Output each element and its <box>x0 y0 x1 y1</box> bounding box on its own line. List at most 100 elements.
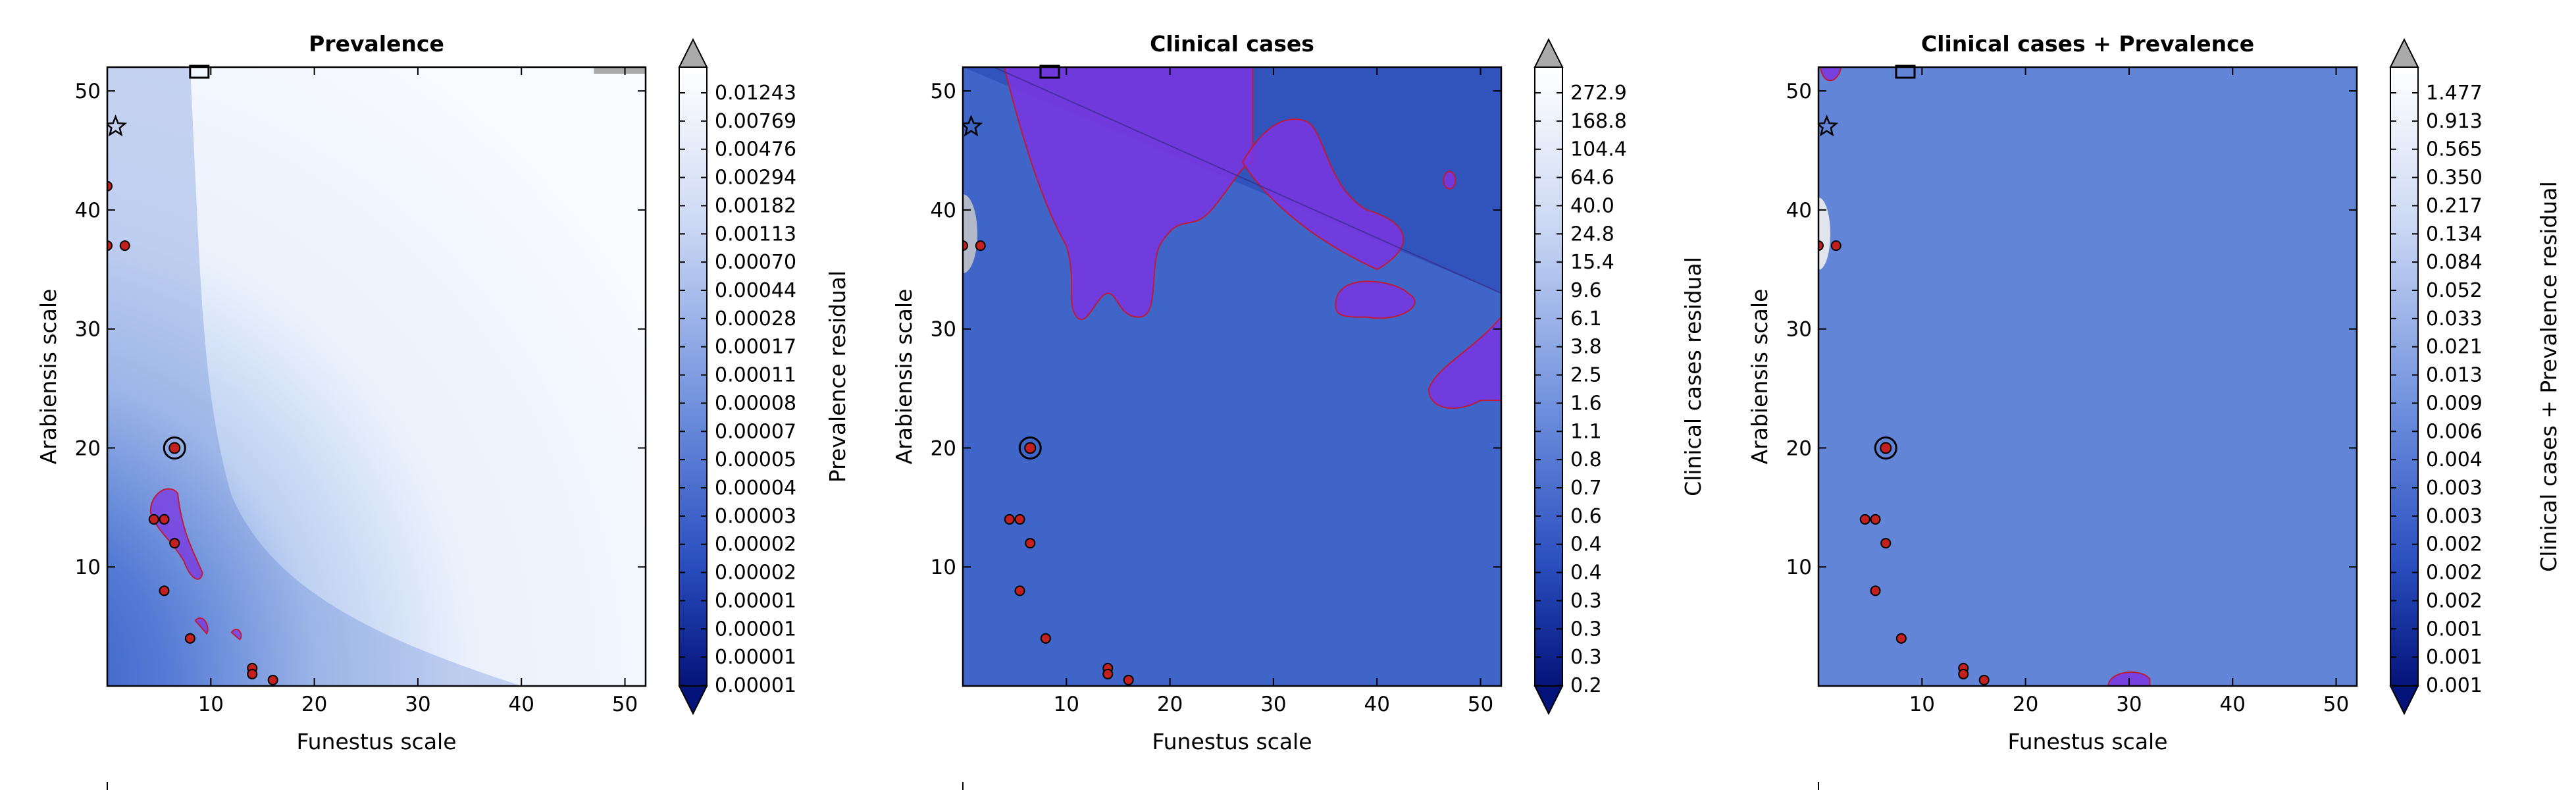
x-tick-label: 40 <box>509 693 534 716</box>
colorbar-tick-label: 0.00182 <box>715 194 796 217</box>
colorbar-tick-label: 0.002 <box>2426 589 2483 612</box>
significant-region <box>230 629 242 641</box>
colorbar-tick-label: 0.00001 <box>715 674 796 697</box>
colorbar-tick-label: 0.00001 <box>715 618 796 641</box>
colorbar-tick-label: 0.8 <box>1570 448 1602 471</box>
colorbar-tick-label: 0.00044 <box>715 279 796 302</box>
colorbar-tick-label: 24.8 <box>1570 223 1614 246</box>
colorbar <box>1534 66 1563 687</box>
heatmap-field <box>1818 67 2357 686</box>
colorbar-tick-label: 0.013 <box>2426 364 2483 387</box>
colorbar-tick-label: 6.1 <box>1570 307 1602 330</box>
colorbar-tick-label: 0.00001 <box>715 589 796 612</box>
colorbar-tick-label: 3.8 <box>1570 336 1602 359</box>
colorbar-tick-label: 1.6 <box>1570 392 1602 415</box>
target-marker <box>1018 436 1042 460</box>
colorbar-tick-label: 0.006 <box>2426 420 2483 443</box>
y-axis-label: Arabiensis scale <box>891 289 917 465</box>
colorbar-tick-label: 0.134 <box>2426 223 2483 246</box>
target-marker <box>1874 436 1897 460</box>
target-marker <box>163 436 186 460</box>
x-axis-label: Funestus scale <box>296 729 456 754</box>
x-tick-label: 30 <box>405 693 430 716</box>
colorbar-tick-label: 0.7 <box>1570 477 1602 500</box>
x-tick-label: 10 <box>1909 693 1935 716</box>
x-tick-label: 40 <box>2220 693 2246 716</box>
data-point <box>1014 514 1025 525</box>
y-tick-label: 20 <box>1786 436 1812 460</box>
colorbar-tick-label: 9.6 <box>1570 279 1602 302</box>
data-point <box>1004 514 1015 525</box>
chart-title: Prevalence <box>309 31 444 57</box>
significant-region <box>1335 280 1416 319</box>
colorbar-tick-label: 168.8 <box>1570 110 1627 133</box>
data-point <box>1895 633 1907 644</box>
target-marker-center <box>1880 442 1892 454</box>
data-point <box>267 674 278 685</box>
data-point <box>1014 585 1025 596</box>
panels: 10 20 30 40 50 10 20 30 40 50 Prevalence Funestus s… <box>36 31 2562 790</box>
chart-panel-2: 10 20 30 40 50 10 20 30 40 50 Clinical cases Funest… <box>891 31 1706 790</box>
target-marker-center <box>168 442 181 454</box>
data-point <box>119 240 130 251</box>
x-axis-label: Funestus scale <box>2007 729 2167 754</box>
colorbar-tick-label: 64.6 <box>1570 167 1614 190</box>
colorbar-tick-label: 1.477 <box>2426 82 2483 105</box>
data-point <box>159 514 170 525</box>
colorbar-label: Clinical cases residual <box>1680 257 1706 496</box>
square-marker <box>189 65 210 79</box>
plot-frame <box>106 66 647 687</box>
heatmap-background <box>1818 67 2357 686</box>
colorbar-label: Clinical cases + Prevalence residual <box>2536 181 2562 571</box>
chart-panel-3: 10 20 30 40 50 10 20 30 40 50 Clinical cases + Pre… <box>1747 31 2562 790</box>
x-tick-label: 30 <box>2116 693 2142 716</box>
y-tick-label: 20 <box>931 436 956 460</box>
y-tick-label: 30 <box>75 318 101 342</box>
x-tick-label: 50 <box>612 693 638 716</box>
colorbar-tick-label: 40.0 <box>1570 194 1614 217</box>
data-point <box>247 668 258 679</box>
colorbar-tick-label: 0.00002 <box>715 533 796 556</box>
colorbar-tick-label: 0.00769 <box>715 110 796 133</box>
colorbar-tick-label: 272.9 <box>1570 82 1627 105</box>
colorbar-tick-label: 2.5 <box>1570 364 1602 387</box>
heatmap-field <box>107 67 646 686</box>
significant-region <box>1443 171 1456 190</box>
colorbar-tick-label: 0.001 <box>2426 646 2483 669</box>
data-point <box>1830 240 1842 251</box>
colorbar-tick-label: 1.1 <box>1570 420 1602 443</box>
square-marker <box>1039 65 1060 79</box>
over-range-patch <box>594 67 646 74</box>
colorbar-tick-label: 0.021 <box>2426 336 2483 359</box>
y-tick-label: 50 <box>931 80 956 103</box>
colorbar-extend-min <box>1533 685 1564 716</box>
x-tick-label: 20 <box>2013 693 2038 716</box>
square-marker <box>1895 65 1916 79</box>
y-tick-label: 10 <box>75 556 101 579</box>
x-axis-label: Funestus scale <box>1152 729 1312 754</box>
y-axis-label: Arabiensis scale <box>36 289 61 465</box>
colorbar-tick-label: 0.2 <box>1570 674 1602 697</box>
data-point <box>1870 585 1881 596</box>
y-tick-label: 50 <box>75 80 101 103</box>
data-point <box>1880 538 1892 549</box>
colorbar-tick-label: 0.01243 <box>715 82 796 105</box>
colorbar-tick-label: 0.00294 <box>715 167 796 190</box>
colorbar-tick-label: 0.4 <box>1570 533 1602 556</box>
y-tick-label: 30 <box>1786 318 1812 342</box>
x-tick-label: 20 <box>301 693 327 716</box>
data-point <box>1123 674 1134 685</box>
x-tick-label: 10 <box>198 693 224 716</box>
y-tick-label: 30 <box>931 318 956 342</box>
colorbar-tick-label: 0.001 <box>2426 618 2483 641</box>
colorbar-extend-max <box>1533 38 1564 68</box>
data-point <box>1818 240 1824 251</box>
over-range-patch <box>963 194 977 274</box>
significant-region <box>1003 67 1254 320</box>
colorbar-tick-label: 0.009 <box>2426 392 2483 415</box>
colorbar-tick-label: 0.002 <box>2426 562 2483 585</box>
colorbar-tick-label: 0.00003 <box>715 505 796 528</box>
star-marker <box>963 114 983 137</box>
x-tick-label: 50 <box>1468 693 1493 716</box>
